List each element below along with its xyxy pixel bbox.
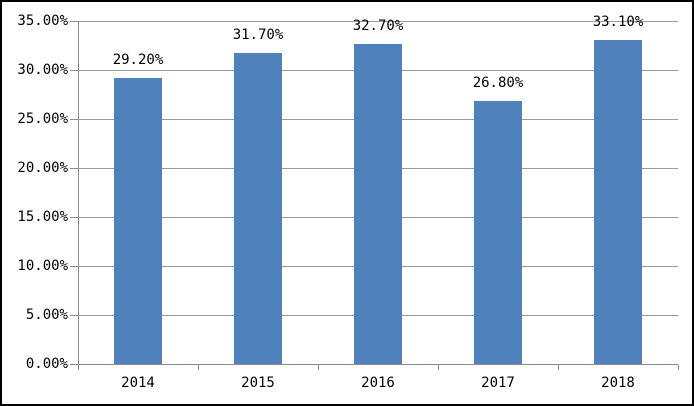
bar-label-2016: 32.70% [352,17,404,34]
x-axis-tick [438,365,439,370]
x-axis [78,364,678,365]
bar-label-2017: 26.80% [472,75,524,92]
x-axis-tick [318,365,319,370]
x-tick-label: 2017 [481,375,515,391]
y-tick-label: 30.00% [17,62,68,78]
bar-label-2018: 33.10% [592,13,644,30]
y-axis [78,21,79,365]
y-tick-label: 25.00% [17,111,68,127]
y-axis-tick [70,70,78,71]
x-axis-tick [198,365,199,370]
y-axis-tick [70,21,78,22]
bar-2017 [474,101,522,364]
bar-label-2014: 29.20% [112,51,164,68]
x-axis-tick [558,365,559,370]
x-axis-tick [678,365,679,370]
x-tick-label: 2014 [121,375,155,391]
y-axis-tick [70,217,78,218]
y-tick-label: 0.00% [25,356,68,372]
bar-2015 [234,53,282,364]
y-tick-label: 5.00% [25,307,68,323]
y-axis-tick [70,168,78,169]
y-axis-tick [70,315,78,316]
bar-2014 [114,77,162,364]
y-axis-tick [70,364,78,365]
bar-label-2015: 31.70% [232,27,284,44]
y-tick-label: 10.00% [17,258,68,274]
bar-2016 [354,43,402,364]
y-tick-label: 35.00% [17,13,68,29]
y-tick-label: 15.00% [17,209,68,225]
x-tick-label: 2015 [241,375,275,391]
y-axis-tick [70,119,78,120]
bar-2018 [594,39,642,364]
y-axis-tick [70,266,78,267]
x-axis-tick [78,365,79,370]
x-tick-label: 2016 [361,375,395,391]
x-tick-label: 2018 [601,375,635,391]
y-tick-label: 20.00% [17,160,68,176]
gridline [78,21,678,22]
